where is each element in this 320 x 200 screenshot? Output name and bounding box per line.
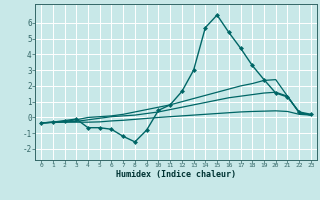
- X-axis label: Humidex (Indice chaleur): Humidex (Indice chaleur): [116, 170, 236, 179]
